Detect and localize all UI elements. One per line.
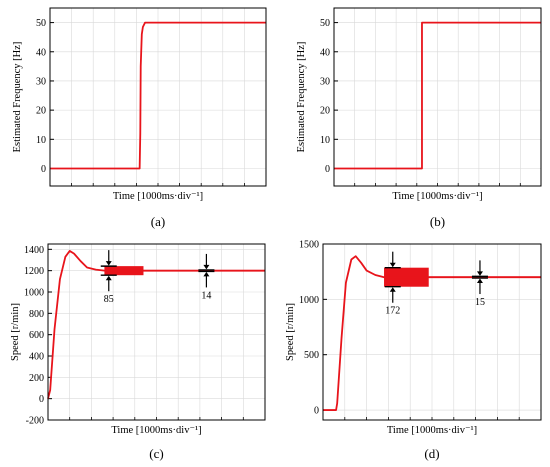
- panel-label: (d): [424, 446, 439, 461]
- y-tick-label: 500: [304, 350, 319, 361]
- y-tick-label: -200: [26, 416, 44, 427]
- y-tick-label: 10: [320, 135, 330, 146]
- data-line-series-1: [50, 21, 266, 170]
- chart-panel-3: -200 0 200 400 600 800 1000 1200 1400 85 14 Time [1…: [10, 243, 266, 461]
- ripple-annotation: 85: [100, 250, 117, 305]
- y-tick-label: 1000: [24, 288, 44, 299]
- y-tick-label: 0: [325, 164, 330, 175]
- data-line-series-1: [47, 250, 265, 399]
- annotation-arrowhead-down: [105, 261, 112, 266]
- y-tick-label: 20: [36, 106, 46, 117]
- data-line-series-1: [323, 255, 541, 411]
- annotation-arrowhead-up: [476, 278, 483, 284]
- plot-frame: [322, 243, 542, 421]
- y-tick-label: 40: [36, 47, 46, 58]
- x-axis-label: Time [1000ms·div⁻¹]: [387, 425, 477, 436]
- plot-frame: [333, 7, 542, 187]
- panel-label: (b): [430, 214, 445, 229]
- plot-frame: [47, 243, 266, 421]
- y-tick-label: 30: [320, 76, 330, 87]
- x-axis-label: Time [1000ms·div⁻¹]: [113, 191, 203, 202]
- y-tick-label: 1000: [299, 295, 319, 306]
- chart-panel-2: 0 10 20 30 40 50 Time [1000ms·div⁻¹] Estimated …: [296, 7, 542, 229]
- y-tick-label: 1500: [299, 240, 319, 251]
- y-tick-label: 0: [39, 394, 44, 405]
- plot-frame: [49, 7, 267, 187]
- annotation-label: 85: [104, 294, 114, 305]
- annotation-arrowhead-down: [203, 264, 210, 270]
- y-tick-label: 600: [29, 330, 44, 341]
- y-tick-label: 50: [36, 18, 46, 29]
- y-tick-label: 0: [41, 164, 46, 175]
- y-axis-label: Estimated Frequency [Hz]: [12, 42, 23, 153]
- annotation-arrowhead-down: [476, 271, 483, 276]
- annotation-label: 172: [385, 306, 400, 317]
- ripple-annotation: 172: [384, 251, 401, 317]
- annotation-label: 15: [475, 297, 485, 308]
- y-tick-label: 800: [29, 309, 44, 320]
- y-axis-label: Speed [r/min]: [10, 303, 21, 361]
- y-tick-label: 30: [36, 76, 46, 87]
- y-tick-label: 50: [320, 18, 330, 29]
- panel-label: (c): [149, 446, 163, 461]
- y-tick-label: 400: [29, 352, 44, 363]
- y-tick-label: 0: [314, 406, 319, 417]
- annotation-arrowhead-up: [203, 271, 210, 277]
- y-tick-label: 1200: [24, 266, 44, 277]
- data-line-series-1: [334, 21, 541, 170]
- ripple-annotation: 15: [471, 260, 488, 308]
- chart-panel-4: 0 500 1000 1500 172 15 Time [1000ms·div⁻¹] Spee…: [285, 240, 542, 461]
- y-tick-label: 200: [29, 373, 44, 384]
- y-axis-label: Estimated Frequency [Hz]: [296, 42, 307, 153]
- y-tick-label: 20: [320, 106, 330, 117]
- chart-panel-1: 0 10 20 30 40 50 Time [1000ms·div⁻¹] Estimated …: [12, 7, 267, 229]
- x-axis-label: Time [1000ms·div⁻¹]: [392, 191, 482, 202]
- x-axis-label: Time [1000ms·div⁻¹]: [111, 425, 201, 436]
- y-tick-label: 1400: [24, 245, 44, 256]
- y-axis-label: Speed [r/min]: [285, 303, 296, 361]
- annotation-label: 14: [201, 290, 211, 301]
- ripple-annotation: 14: [198, 253, 215, 301]
- annotation-arrowhead-up: [105, 275, 112, 281]
- annotation-arrowhead-down: [389, 262, 396, 268]
- annotation-arrowhead-up: [389, 287, 396, 292]
- y-tick-label: 10: [36, 135, 46, 146]
- panel-label: (a): [151, 214, 165, 229]
- y-tick-label: 40: [320, 47, 330, 58]
